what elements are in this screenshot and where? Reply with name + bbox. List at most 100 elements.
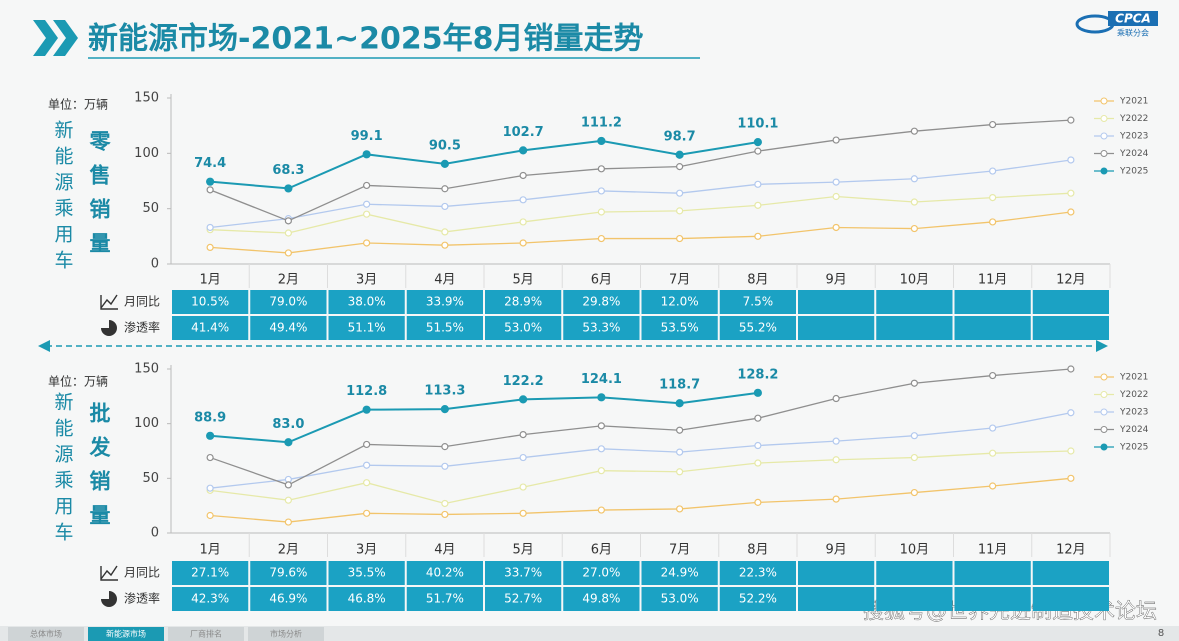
legend-marker: [1100, 150, 1108, 157]
table-cell: [250, 316, 327, 340]
series-point: [363, 461, 371, 469]
series-point: [441, 499, 449, 508]
x-tick-label: 9月: [825, 273, 846, 288]
table-cell: [954, 561, 1031, 585]
legend-marker: [1100, 408, 1108, 416]
x-tick-label: 5月: [512, 273, 533, 288]
series-line: [210, 412, 1072, 489]
series-point: [675, 399, 684, 408]
data-label: 68.3: [272, 163, 304, 178]
footer-tab-label: 总体市场: [30, 629, 62, 639]
series-point: [440, 159, 449, 168]
page-title: 新能源市场-2021~2025年8月销量走势: [88, 22, 643, 57]
legend-marker: [1100, 115, 1108, 122]
series-point: [440, 405, 449, 414]
x-tick-label: 3月: [356, 543, 377, 558]
series-point: [910, 224, 918, 233]
series-point: [597, 422, 605, 430]
table-value: 49.8%: [582, 592, 620, 606]
legend-label: Y2024: [1119, 149, 1149, 159]
table-value: 49.4%: [269, 321, 307, 335]
table-value: 12.0%: [661, 295, 699, 309]
series-point: [519, 453, 527, 462]
series-point: [441, 510, 449, 519]
table-value: 79.0%: [269, 295, 307, 309]
series-point: [597, 393, 606, 402]
y-tick-label: 0: [151, 526, 159, 541]
series-point: [676, 163, 684, 171]
series-point: [676, 426, 684, 434]
series-point: [597, 467, 605, 475]
row-icon: [100, 565, 118, 581]
logo-box: [1108, 11, 1158, 26]
footer-tab-label: 市场分析: [270, 629, 302, 639]
series-point: [597, 187, 605, 195]
series-point: [284, 249, 292, 257]
series-point: [989, 218, 997, 226]
table-cell: [328, 587, 405, 611]
title-icon: [33, 20, 58, 56]
legend-label: Y2022: [1119, 390, 1148, 400]
legend-label: Y2025: [1119, 167, 1148, 177]
series-line: [209, 368, 1071, 486]
table-value: 46.9%: [269, 592, 307, 606]
series-point: [676, 448, 684, 456]
series-point: [910, 379, 918, 387]
data-label: 122.2: [503, 374, 544, 389]
series-line: [210, 139, 759, 190]
table-cell: [954, 587, 1031, 611]
table-cell: [876, 316, 953, 340]
table-cell: [406, 587, 483, 611]
series-point: [910, 198, 918, 206]
table-value: 40.2%: [426, 566, 464, 580]
x-tick-label: 3月: [356, 273, 377, 288]
table-cell: [406, 316, 483, 340]
series-point: [753, 138, 762, 147]
sales-label: 批发销量: [87, 402, 112, 538]
legend-marker: [1100, 167, 1108, 175]
data-label: 118.7: [659, 378, 700, 393]
table-value: 51.7%: [426, 592, 464, 606]
table-cell: [876, 290, 953, 314]
series-point: [754, 201, 762, 209]
table-value: 10.5%: [191, 295, 229, 309]
series-point: [362, 150, 371, 159]
row-label: 月同比: [124, 295, 160, 309]
unit-label: 单位：万辆: [48, 374, 108, 389]
table-value: 53.0%: [504, 321, 542, 335]
data-label: 112.8: [346, 384, 387, 399]
x-tick-label: 11月: [978, 273, 1008, 288]
series-point: [754, 232, 762, 240]
series-point: [754, 459, 762, 467]
series-point: [676, 189, 684, 197]
series-point: [284, 438, 293, 447]
table-cell: [641, 290, 718, 314]
series-point: [519, 509, 527, 517]
series-point: [832, 178, 840, 186]
x-tick-label: 9月: [825, 543, 846, 558]
x-tick-label: 10月: [900, 273, 930, 288]
table-cell: [250, 561, 327, 585]
x-tick-label: 1月: [199, 273, 220, 288]
footer-tab-label: 新能源市场: [106, 629, 146, 639]
x-tick-label: 4月: [434, 273, 455, 288]
series-point: [1067, 474, 1075, 482]
legend-label: Y2023: [1119, 132, 1148, 142]
table-value: 55.2%: [739, 321, 777, 335]
table-cell: [876, 587, 953, 611]
series-point: [989, 194, 997, 202]
row-icon: [100, 294, 118, 310]
series-point: [519, 146, 528, 155]
legend-label: Y2022: [1119, 114, 1148, 124]
table-cell: [954, 290, 1031, 314]
table-cell: [798, 561, 875, 585]
series-point: [519, 431, 527, 439]
series-point: [910, 432, 918, 440]
table-cell: [485, 290, 562, 314]
table-value: 46.8%: [348, 592, 386, 606]
table-value: 24.9%: [661, 566, 699, 580]
series-point: [832, 136, 840, 144]
table-value: 52.7%: [504, 592, 542, 606]
table-cell: [798, 316, 875, 340]
